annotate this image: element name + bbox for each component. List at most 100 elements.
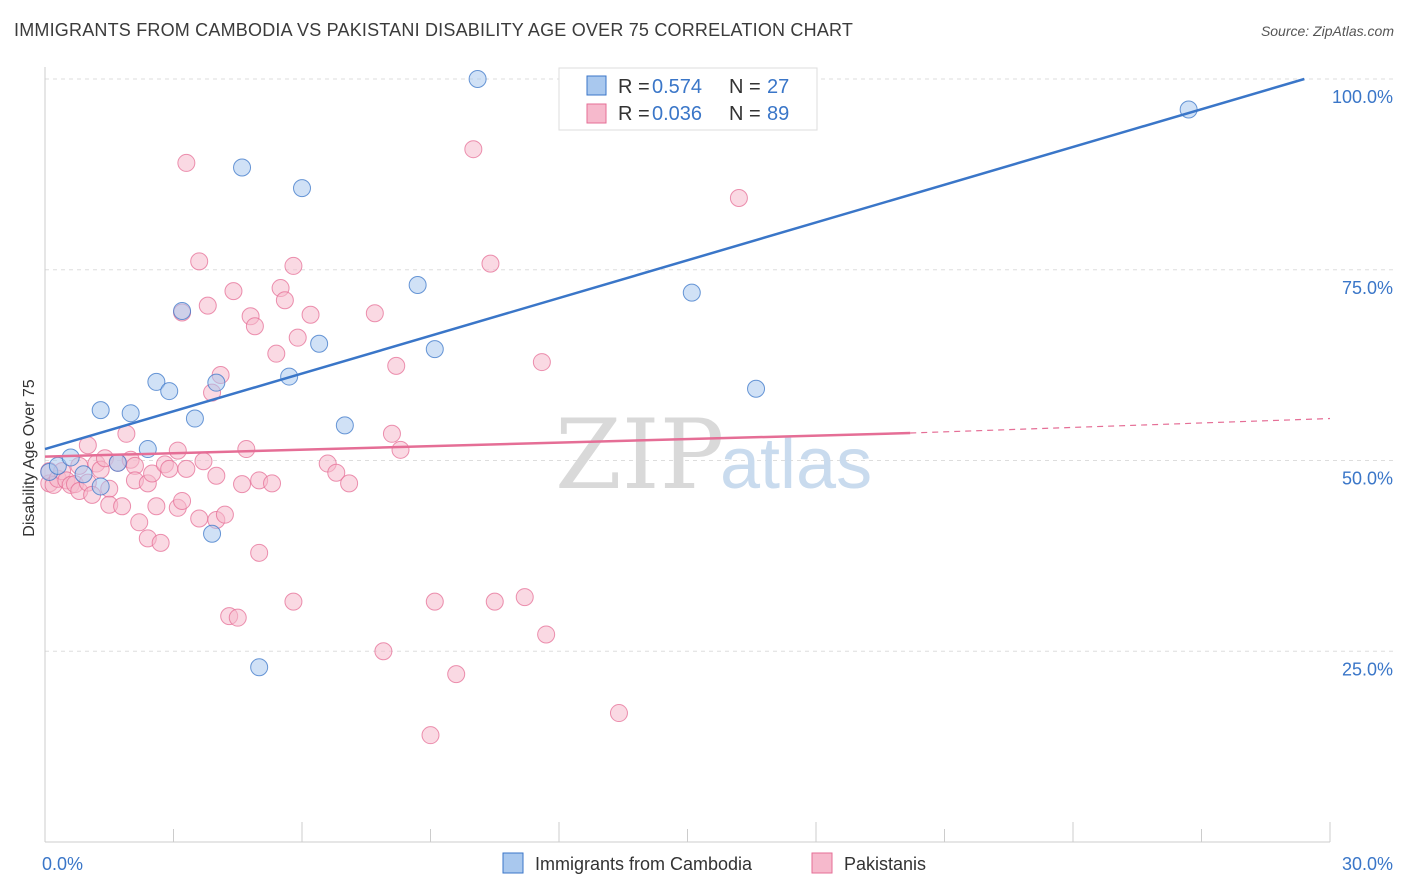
y-tick-label: 75.0% xyxy=(1342,278,1393,298)
point-cambodia xyxy=(121,404,140,423)
bottom-legend-label-pakistanis: Pakistanis xyxy=(844,854,926,874)
point-pakistanis xyxy=(374,642,393,661)
point-cambodia xyxy=(310,334,329,353)
point-pakistanis xyxy=(387,356,406,375)
point-pakistanis xyxy=(173,491,192,510)
axes-layer: 25.0% 50.0% 75.0% 100.0% 0.0% 30.0% xyxy=(42,67,1393,874)
point-cambodia xyxy=(91,477,110,496)
point-cambodia xyxy=(160,382,179,401)
legend-swatch-cambodia xyxy=(586,75,607,96)
point-pakistanis xyxy=(515,588,534,607)
point-pakistanis xyxy=(365,304,384,323)
point-cambodia xyxy=(747,379,766,398)
watermark: ZIP atlas xyxy=(555,399,872,511)
point-cambodia xyxy=(408,276,427,295)
point-pakistanis xyxy=(537,625,556,644)
legend-r-value-1: 0.036 xyxy=(652,103,702,125)
points-layer xyxy=(40,70,1198,745)
point-cambodia xyxy=(147,372,166,391)
point-cambodia xyxy=(233,158,252,177)
bottom-legend-swatch-pakistanis xyxy=(811,852,833,874)
chart-source: Source: ZipAtlas.com xyxy=(1260,23,1394,39)
point-cambodia xyxy=(185,409,204,428)
point-pakistanis xyxy=(464,140,483,159)
trendline-cambodia xyxy=(44,77,1305,451)
point-pakistanis xyxy=(729,189,748,208)
point-pakistanis xyxy=(177,153,196,172)
point-pakistanis xyxy=(198,296,217,315)
point-pakistanis xyxy=(130,513,149,532)
point-pakistanis xyxy=(447,665,466,684)
legend-swatch-pakistanis xyxy=(586,103,607,124)
point-cambodia xyxy=(468,70,487,88)
trendline-pakistanis-extension xyxy=(910,417,1331,434)
point-pakistanis xyxy=(177,459,196,478)
point-cambodia xyxy=(207,373,226,392)
point-pakistanis xyxy=(263,474,282,493)
point-pakistanis xyxy=(245,317,264,336)
y-axis-label: Disability Age Over 75 xyxy=(21,379,38,537)
point-pakistanis xyxy=(275,291,294,310)
x-tick-label: 0.0% xyxy=(42,854,83,874)
point-pakistanis xyxy=(215,505,234,524)
point-cambodia xyxy=(203,524,222,543)
point-pakistanis xyxy=(609,704,628,723)
point-pakistanis xyxy=(284,592,303,611)
point-cambodia xyxy=(335,416,354,435)
point-pakistanis xyxy=(224,282,243,301)
point-cambodia xyxy=(425,340,444,359)
point-pakistanis xyxy=(237,440,256,459)
point-pakistanis xyxy=(485,592,504,611)
y-tick-label: 50.0% xyxy=(1342,469,1393,489)
point-pakistanis xyxy=(113,497,132,516)
bottom-legend: Immigrants from Cambodia Pakistanis xyxy=(502,852,926,874)
trend-layer xyxy=(44,77,1331,458)
legend-n-value-0: 27 xyxy=(767,76,789,98)
point-pakistanis xyxy=(228,608,247,627)
point-pakistanis xyxy=(301,305,320,324)
watermark-zip: ZIP xyxy=(555,399,724,511)
point-pakistanis xyxy=(190,509,209,528)
point-cambodia xyxy=(108,453,127,472)
point-pakistanis xyxy=(481,254,500,273)
point-cambodia xyxy=(173,301,192,320)
legend-n-value-1: 89 xyxy=(767,103,789,125)
point-cambodia xyxy=(293,179,311,198)
point-pakistanis xyxy=(207,466,226,485)
trendline-pakistanis xyxy=(44,431,911,458)
chart-title: IMMIGRANTS FROM CAMBODIA VS PAKISTANI DI… xyxy=(14,20,854,40)
bottom-legend-swatch-cambodia xyxy=(502,852,524,874)
point-cambodia xyxy=(91,401,110,420)
bottom-legend-label-cambodia: Immigrants from Cambodia xyxy=(535,854,753,874)
point-cambodia xyxy=(250,658,269,677)
point-pakistanis xyxy=(267,344,286,363)
legend-n-label-0: N = xyxy=(729,76,761,98)
point-pakistanis xyxy=(340,474,359,493)
x-tick-label: 30.0% xyxy=(1342,854,1393,874)
point-pakistanis xyxy=(143,464,162,483)
point-pakistanis xyxy=(532,353,551,372)
point-pakistanis xyxy=(233,475,252,494)
point-pakistanis xyxy=(382,424,401,443)
y-tick-label: 100.0% xyxy=(1332,87,1393,107)
point-pakistanis xyxy=(194,452,213,471)
point-pakistanis xyxy=(288,328,307,347)
point-pakistanis xyxy=(391,440,410,459)
point-pakistanis xyxy=(421,726,440,745)
point-pakistanis xyxy=(327,463,346,482)
point-cambodia xyxy=(682,283,701,302)
point-pakistanis xyxy=(147,497,166,516)
legend-r-label-1: R = xyxy=(618,103,650,125)
point-pakistanis xyxy=(425,592,444,611)
point-pakistanis xyxy=(168,441,187,460)
legend-n-label-1: N = xyxy=(729,103,761,125)
point-pakistanis xyxy=(190,252,209,271)
point-pakistanis xyxy=(284,256,303,275)
point-pakistanis xyxy=(160,459,179,478)
y-tick-label: 25.0% xyxy=(1342,659,1393,679)
legend-r-label-0: R = xyxy=(618,76,650,98)
point-pakistanis xyxy=(151,533,170,552)
top-legend: R = 0.574 N = 27 R = 0.036 N = 89 xyxy=(558,67,818,131)
legend-r-value-0: 0.574 xyxy=(652,76,702,98)
